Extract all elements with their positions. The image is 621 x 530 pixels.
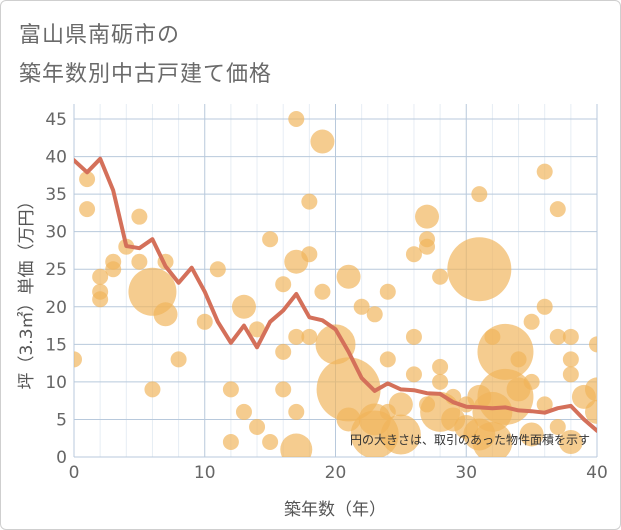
bubble-point xyxy=(510,351,527,368)
bubble-point xyxy=(105,261,122,278)
y-tick-label: 40 xyxy=(45,148,67,168)
y-tick-label: 45 xyxy=(45,110,67,130)
x-tick-label: 10 xyxy=(194,463,216,483)
bubble-point xyxy=(170,351,187,368)
bubble-point xyxy=(262,433,279,450)
bubble-point xyxy=(432,373,449,390)
bubble-point xyxy=(222,433,239,450)
bubble-point xyxy=(315,324,356,365)
bubble-point xyxy=(536,163,553,180)
bubble-point xyxy=(153,302,178,327)
bubble-point xyxy=(316,357,381,422)
bubble-point xyxy=(336,264,361,289)
bubble-point xyxy=(301,328,318,345)
bubble-point xyxy=(366,306,383,323)
y-tick-label: 30 xyxy=(45,223,67,243)
bubble-point xyxy=(585,399,597,424)
bubble-point xyxy=(280,433,313,457)
bubble-point xyxy=(79,171,96,188)
bubble-point xyxy=(196,313,213,330)
bubble-point xyxy=(432,358,449,375)
bubble-point xyxy=(405,328,422,345)
x-tick-label: 20 xyxy=(325,463,347,483)
bubble-point xyxy=(222,381,239,398)
bubble-point xyxy=(523,373,540,390)
y-tick-label: 15 xyxy=(45,335,67,355)
bubble-point xyxy=(288,403,305,420)
bubble-point xyxy=(275,343,292,360)
bubble-point xyxy=(231,294,256,319)
bubble-point xyxy=(519,422,544,447)
bubble-point xyxy=(74,351,82,368)
chart-title-line1: 富山県南砺市の xyxy=(19,23,181,48)
y-axis-label: 坪（3.3㎡）単価（万円） xyxy=(17,192,37,389)
bubble-point xyxy=(405,246,422,263)
bubble-point xyxy=(549,328,566,345)
bubble-point xyxy=(585,377,597,402)
bubble-point xyxy=(379,351,396,368)
bubble-point xyxy=(353,298,370,315)
bubble-point xyxy=(262,231,279,248)
bubble-point xyxy=(379,283,396,300)
y-tick-label: 35 xyxy=(45,185,67,205)
x-tick-label: 0 xyxy=(69,463,80,483)
bubble-point xyxy=(275,381,292,398)
bubble-point xyxy=(562,328,579,345)
bubble-point xyxy=(131,208,148,225)
bubble-point xyxy=(301,193,318,210)
bubble-point xyxy=(471,186,488,203)
bubble-point xyxy=(536,396,553,413)
bubble-point xyxy=(288,328,305,345)
bubble-point xyxy=(589,336,597,353)
bubble-point xyxy=(558,429,583,454)
bubble-point xyxy=(549,201,566,218)
x-tick-label: 30 xyxy=(455,463,477,483)
bubble-point xyxy=(288,111,305,128)
bubble-series xyxy=(74,111,597,457)
bubble-point xyxy=(92,268,109,285)
bubble-point xyxy=(275,276,292,293)
y-tick-label: 5 xyxy=(56,410,67,430)
chart-title-line2: 築年数別中古戸建て価格 xyxy=(19,62,273,87)
bubble-point xyxy=(310,129,335,154)
bubble-point xyxy=(79,201,96,218)
x-axis-label: 築年数（年） xyxy=(284,500,386,520)
bubble-point xyxy=(415,204,440,229)
bubble-point xyxy=(432,268,449,285)
bubble-point xyxy=(562,351,579,368)
bubble-point xyxy=(314,283,331,300)
axis-ticks: 0 5 10 15 20 25 30 35 40 45 0 10 20 30 40 xyxy=(45,110,607,483)
bubble-point xyxy=(380,414,421,455)
bubble-point xyxy=(405,366,422,383)
bubble-point xyxy=(388,392,413,417)
bubble-point xyxy=(549,418,566,435)
bubble-point xyxy=(536,298,553,315)
bubble-point xyxy=(562,366,579,383)
bubble-point xyxy=(419,238,436,255)
bubble-point xyxy=(472,421,513,457)
average-price-line xyxy=(74,156,597,433)
bubble-point xyxy=(523,313,540,330)
bubble-point xyxy=(144,381,161,398)
bubble-point xyxy=(249,321,266,338)
y-tick-label: 20 xyxy=(45,298,67,318)
bubble-point xyxy=(249,418,266,435)
bubble-point xyxy=(209,261,226,278)
y-tick-label: 25 xyxy=(45,260,67,280)
y-tick-label: 10 xyxy=(45,373,67,393)
x-tick-label: 40 xyxy=(586,463,608,483)
bubble-point xyxy=(235,403,252,420)
bubble-size-annotation: 円の大きさは、取引のあった物件面積を示す xyxy=(350,432,590,447)
y-tick-label: 0 xyxy=(56,448,67,468)
bubble-point xyxy=(447,237,512,302)
average-line-series xyxy=(74,156,597,433)
bubble-point xyxy=(92,291,109,308)
bubble-point xyxy=(131,253,148,270)
bubble-point xyxy=(301,246,318,263)
